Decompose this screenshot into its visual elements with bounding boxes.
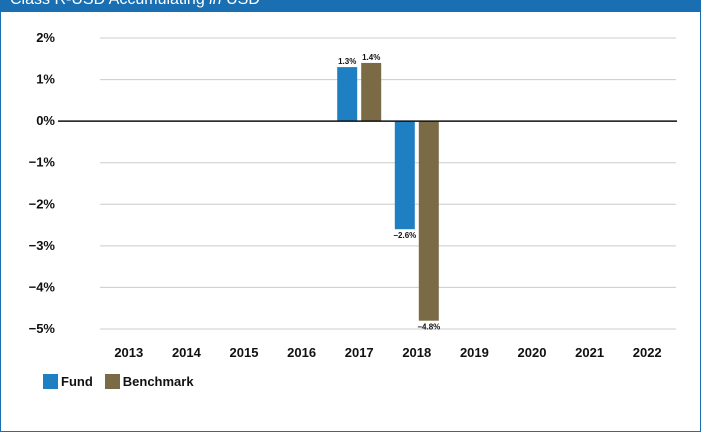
chart-header: Class R-USD Accumulating in USD (0, 0, 701, 12)
y-axis-ticks: 2% 1% 0% −1% −2% −3% −4% −5% (29, 30, 56, 336)
legend-item-fund: Fund (43, 374, 93, 389)
y-tick-label: −1% (29, 155, 56, 170)
x-tick-label: 2021 (575, 345, 604, 360)
grid-lines (100, 37, 676, 330)
y-tick-label: −2% (29, 196, 56, 211)
legend-label-fund: Fund (61, 374, 93, 389)
x-tick-label: 2022 (633, 345, 662, 360)
data-label: 1.4% (362, 53, 380, 62)
bar-benchmark-2018 (418, 121, 439, 321)
data-label: −4.8% (417, 323, 440, 332)
x-tick-label: 2019 (460, 345, 489, 360)
y-tick-label: 0% (36, 113, 55, 128)
y-tick-label: 2% (36, 30, 55, 45)
legend-label-benchmark: Benchmark (122, 374, 194, 389)
bar-fund-2017 (337, 67, 358, 122)
y-tick-label: −3% (29, 238, 56, 253)
data-label: −2.6% (393, 231, 416, 240)
x-tick-label: 2018 (402, 345, 431, 360)
y-tick-label: 1% (36, 72, 55, 87)
x-tick-label: 2014 (172, 345, 202, 360)
x-tick-label: 2017 (345, 345, 374, 360)
y-tick-label: −5% (29, 321, 56, 336)
legend-swatch-benchmark (104, 374, 120, 389)
x-tick-label: 2016 (287, 345, 316, 360)
x-axis-ticks: 2013 2014 2015 2016 2017 2018 2019 2020 2021 2022 (114, 345, 661, 360)
data-label: 1.3% (338, 57, 356, 66)
x-tick-label: 2013 (114, 345, 143, 360)
legend-item-benchmark: Benchmark (104, 374, 194, 389)
x-tick-label: 2015 (230, 345, 259, 360)
x-tick-label: 2020 (518, 345, 547, 360)
bar-benchmark-2017 (361, 62, 382, 122)
chart-legend: Fund Benchmark (43, 374, 206, 389)
chart-header-title: Class R-USD Accumulating in USD (10, 0, 260, 9)
bar-fund-2018 (394, 121, 415, 230)
header-title-currency: USD (226, 0, 260, 8)
y-tick-label: −4% (29, 279, 56, 294)
bars (337, 62, 439, 321)
data-labels: 1.3% −2.6% 1.4% −4.8% (338, 53, 440, 332)
legend-swatch-fund (43, 374, 58, 389)
header-title-prefix: Class R-USD Accumulating (10, 0, 205, 8)
header-title-in: in (209, 0, 221, 8)
